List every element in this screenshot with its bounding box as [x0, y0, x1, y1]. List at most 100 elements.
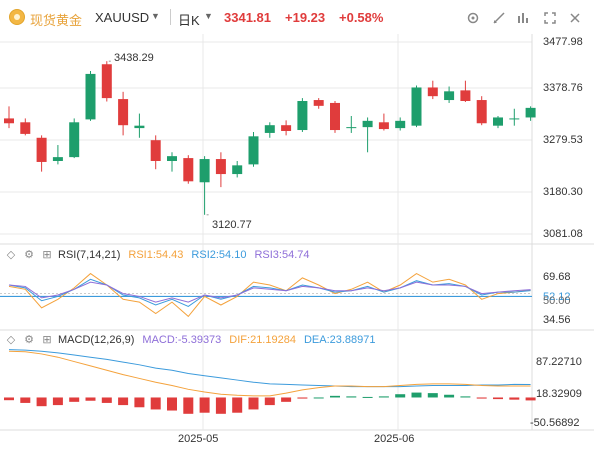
macd-bar: [460, 396, 471, 398]
symbol-name[interactable]: 现货黄金: [30, 13, 83, 28]
candle-body: [264, 125, 275, 133]
rsi3-value: RSI3:54.74: [254, 249, 310, 261]
macd-bar: [36, 397, 47, 407]
macd-bar: [183, 397, 194, 414]
candle-body: [281, 125, 292, 132]
y-label-5: 3081.08: [543, 228, 583, 240]
macd-y-label-2: 18.32909: [536, 388, 582, 400]
y-label-2: 3378.76: [543, 82, 583, 94]
macd-bar: [395, 394, 406, 398]
macd-bar: [525, 397, 536, 401]
x-label-jun: 2025-06: [374, 433, 415, 445]
candle-body: [134, 125, 145, 129]
y-label-3: 3279.53: [543, 134, 583, 146]
candle-body: [330, 102, 340, 131]
candle-body: [85, 73, 96, 120]
period-selector[interactable]: 日K: [178, 13, 200, 28]
macd-bar: [69, 397, 80, 402]
chart-toolbar: 现货黄金 XAUUSD ▼ 日K ▼ 3341.81 +19.23 +0.58%: [0, 0, 594, 34]
period-dropdown-icon[interactable]: ▼: [204, 11, 213, 21]
candle-body: [69, 122, 80, 158]
visibility-icon[interactable]: ◇: [6, 334, 16, 346]
expand-icon[interactable]: ⊞: [42, 334, 52, 346]
candle-body: [427, 87, 438, 97]
macd-bar: [281, 397, 292, 402]
candle-body: [395, 120, 406, 129]
macd-y-label-1: 87.22710: [536, 356, 582, 368]
macd-bar: [509, 397, 520, 400]
rsi-title: RSI(7,14,21): [58, 249, 121, 261]
gold-coin-icon: [9, 9, 25, 25]
candle-body: [378, 122, 389, 130]
candle-body: [362, 120, 373, 128]
dif-value: DIF:21.19284: [229, 334, 296, 346]
visibility-icon[interactable]: ◇: [6, 249, 16, 261]
candle-body: [150, 140, 161, 161]
candle-body: [493, 117, 503, 126]
macd-bar: [411, 392, 422, 398]
low-annotation: 3120.77: [212, 219, 252, 231]
macd-bar: [362, 396, 373, 398]
rsi-lines: [0, 272, 532, 318]
macd-bar: [150, 397, 161, 410]
chart-grid: [0, 34, 594, 431]
macd-bar: [378, 396, 389, 398]
macd-bar: [313, 397, 324, 399]
rsi-y-label-4: 34.56: [543, 314, 571, 326]
dea-value: DEA:23.88971: [303, 334, 376, 346]
drawing-icon[interactable]: [490, 9, 508, 27]
candle-body: [199, 159, 210, 183]
candle-body: [183, 158, 194, 182]
indicator-icon[interactable]: [514, 9, 532, 27]
macd-header: ◇ ⚙ ⊞ MACD(12,26,9) MACD:-5.39373 DIF:21…: [4, 332, 376, 348]
candle-body: [36, 137, 47, 162]
candle-body: [232, 165, 243, 175]
price-change-pct: +0.58%: [339, 10, 384, 25]
candle-body: [297, 101, 308, 131]
rsi1-value: RSI1:54.43: [128, 249, 184, 261]
macd-bar: [199, 397, 210, 413]
last-price: 3341.81: [224, 10, 271, 25]
macd-bar: [85, 397, 96, 401]
candle-body: [20, 122, 31, 134]
settings-icon[interactable]: ⚙: [24, 249, 34, 261]
macd-bar: [346, 396, 357, 398]
candle-body: [118, 99, 129, 126]
y-label-1: 3477.98: [543, 36, 583, 48]
close-icon[interactable]: [566, 9, 584, 27]
candlestick-series: [4, 61, 536, 215]
macd-bar: [232, 397, 243, 413]
macd-series: [4, 349, 536, 414]
expand-icon[interactable]: ⊞: [42, 249, 52, 261]
macd-bar: [248, 397, 259, 410]
candle-body: [525, 107, 536, 118]
settings-icon[interactable]: [464, 9, 482, 27]
candle-body: [313, 100, 324, 106]
macd-bar: [4, 397, 14, 401]
toolbar-divider: [170, 9, 171, 25]
price-change: +19.23: [285, 10, 326, 25]
rsi-y-label-1: 69.68: [543, 271, 571, 283]
symbol-code[interactable]: XAUUSD: [95, 10, 150, 25]
macd-bar: [101, 397, 112, 403]
dif-line: [8, 350, 531, 397]
macd-title: MACD(12,26,9): [58, 334, 135, 346]
macd-bar: [167, 397, 177, 411]
settings-icon[interactable]: ⚙: [24, 334, 34, 346]
rsi3-line: [8, 281, 531, 303]
fullscreen-icon[interactable]: [541, 9, 559, 27]
macd-bar: [215, 397, 226, 414]
rsi2-line: [8, 278, 531, 307]
y-label-4: 3180.30: [543, 186, 583, 198]
macd-bar: [297, 397, 308, 399]
macd-bar: [427, 393, 438, 398]
dea-line: [8, 349, 531, 388]
macd-bar: [444, 394, 455, 398]
rsi-y-label-2: 52.12: [543, 291, 571, 303]
macd-bar: [264, 397, 275, 406]
rsi1-line: [8, 272, 531, 318]
symbol-dropdown-icon[interactable]: ▼: [151, 11, 160, 21]
macd-bar: [330, 395, 340, 398]
candle-body: [460, 90, 471, 102]
